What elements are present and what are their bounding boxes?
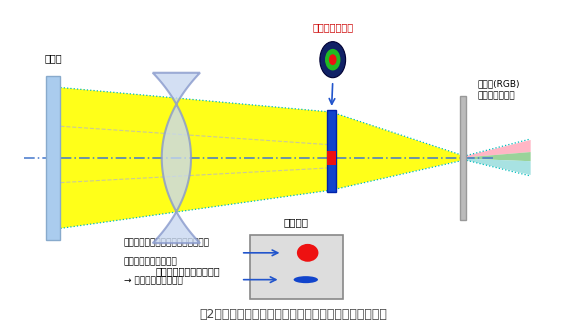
Ellipse shape [297,244,318,262]
Text: 青フィルタを　　　〃: 青フィルタを 〃 [124,257,177,266]
Polygon shape [327,111,336,192]
Text: 図2：今回開発したワンショット光学検査技術のしくみ: 図2：今回開発したワンショット光学検査技術のしくみ [200,308,387,321]
FancyBboxPatch shape [249,235,343,299]
Text: テレセントリックレンズ: テレセントリックレンズ [156,266,220,276]
Polygon shape [60,88,332,228]
Text: カラー(RGB)
イメージセンサ: カラー(RGB) イメージセンサ [478,79,521,101]
Text: 赤フィルタを通る散乱光が多い領域: 赤フィルタを通る散乱光が多い領域 [124,238,210,247]
Ellipse shape [329,54,336,65]
Text: → 表面状態で色が変化: → 表面状態で色が変化 [124,276,183,286]
Ellipse shape [325,49,340,70]
Polygon shape [332,112,463,190]
Polygon shape [153,73,200,243]
Polygon shape [460,96,466,220]
Ellipse shape [320,42,346,78]
Text: 多波長同軸開口: 多波長同軸開口 [312,22,353,32]
Polygon shape [463,152,531,161]
Polygon shape [463,140,531,158]
Text: 出力画像: 出力画像 [284,217,309,227]
Polygon shape [46,76,60,240]
Ellipse shape [294,276,318,283]
Text: 被検物: 被検物 [45,53,62,63]
Polygon shape [327,151,336,164]
Polygon shape [463,159,531,175]
